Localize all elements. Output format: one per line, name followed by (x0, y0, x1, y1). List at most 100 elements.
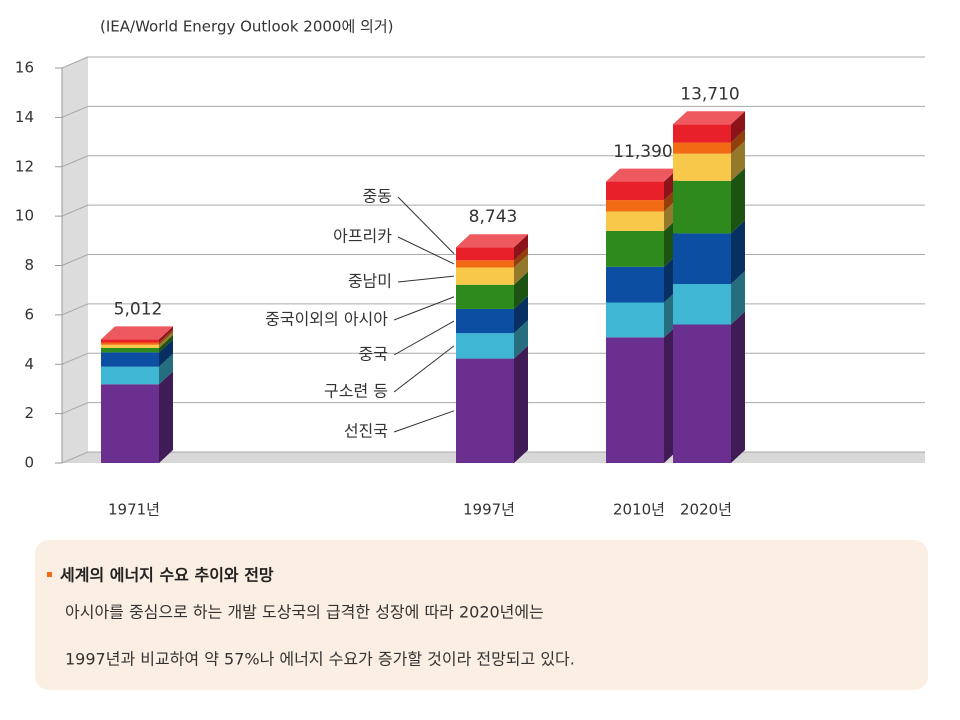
grid-line (61, 56, 89, 69)
leader-line (393, 296, 455, 321)
bar-segment-side (731, 220, 745, 285)
grid-line (61, 204, 89, 217)
y-tick-label: 12 (15, 157, 34, 175)
bar-segment-side (159, 353, 173, 385)
bar-segment (456, 260, 514, 268)
bar-segment (673, 284, 731, 325)
leader-line (397, 196, 455, 255)
caption-bullet (47, 572, 52, 577)
bar-segment-side (159, 329, 173, 345)
series-label: 중남미 (348, 272, 392, 291)
bar-segment-side (514, 295, 528, 334)
bar-top (101, 326, 173, 340)
bar-segment (606, 230, 664, 267)
y-tick-label: 10 (15, 207, 34, 225)
bar-segment (101, 366, 159, 385)
bar-segment (456, 267, 514, 285)
bar-segment (456, 358, 514, 463)
bar-segment (673, 153, 731, 181)
x-tick-label: 1997년 (463, 501, 515, 519)
bar-segment-side (514, 247, 528, 268)
bar-segment (101, 339, 159, 343)
series-label: 중동 (363, 187, 392, 206)
x-tick-label: 2020년 (680, 501, 732, 519)
grid-line (61, 254, 89, 266)
bar-segment-side (731, 167, 745, 234)
total-label: 11,390 (613, 142, 672, 162)
caption-title: 세계의 에너지 수요 추이와 전망 (60, 566, 274, 585)
y-tick-label: 14 (15, 108, 34, 126)
caption-box (35, 540, 928, 690)
series-label: 아프리카 (333, 227, 392, 246)
leader-line (393, 410, 455, 433)
bar-segment (673, 233, 731, 285)
bar-segment-side (731, 311, 745, 463)
y-tick-label: 16 (15, 59, 34, 77)
total-label: 8,743 (469, 207, 518, 227)
bar-segment-side (731, 129, 745, 154)
bar-segment-side (731, 271, 745, 325)
series-label: 구소련 등 (324, 382, 388, 401)
grid-line (61, 303, 89, 316)
bar-segment-side (514, 271, 528, 309)
bar-segment-side (159, 339, 173, 367)
bar-segment-side (159, 371, 173, 463)
total-label: 5,012 (114, 299, 163, 319)
grid-line (61, 105, 89, 118)
bar-top (606, 168, 678, 182)
y-tick-label: 8 (24, 256, 34, 274)
grid-line (61, 352, 89, 365)
bar-segment-side (159, 334, 173, 353)
source-note: (IEA/World Energy Outlook 2000에 의거) (100, 18, 393, 36)
bar-segment (606, 337, 664, 463)
leader-line (393, 320, 455, 356)
y-tick-label: 6 (24, 305, 34, 323)
bar-segment (673, 180, 731, 234)
total-label: 13,710 (680, 85, 739, 105)
bar-segment (101, 342, 159, 345)
y-tick-label: 4 (24, 355, 34, 373)
bar-segment-side (514, 254, 528, 285)
leader-line (397, 275, 455, 283)
bar-segment (673, 324, 731, 463)
bar-segment-side (514, 320, 528, 359)
bar-segment (456, 308, 514, 334)
bar-segment-side (731, 111, 745, 143)
bar-segment (101, 344, 159, 348)
leader-line (393, 345, 455, 393)
bar-segment (673, 142, 731, 154)
bar-segment (456, 284, 514, 309)
bar-top (456, 234, 528, 248)
grid-line (61, 402, 89, 415)
bar-segment-side (159, 331, 173, 348)
bar-segment (456, 333, 514, 359)
y-tick-label: 2 (24, 404, 34, 422)
bar-segment (456, 247, 514, 261)
grid-line (61, 451, 89, 464)
bar-segment (101, 347, 159, 353)
series-label: 선진국 (344, 422, 388, 441)
bar-segment (606, 302, 664, 338)
grid-line (61, 155, 89, 168)
bar-top (673, 111, 745, 125)
bar-segment (673, 124, 731, 143)
bar-segment-side (731, 140, 745, 181)
bar-segment-side (514, 345, 528, 463)
bar-segment (606, 181, 664, 201)
bar-segment-side (514, 234, 528, 261)
x-tick-label: 2010년 (613, 501, 665, 519)
caption-line: 1997년과 비교하여 약 57%나 에너지 수요가 증가할 것이라 전망되고 … (65, 650, 575, 669)
caption-line: 아시아를 중심으로 하는 개발 도상국의 급격한 성장에 따라 2020년에는 (65, 603, 544, 622)
leader-line (397, 236, 455, 265)
bar-segment (606, 211, 664, 231)
bar-segment (101, 384, 159, 463)
bar-segment-side (159, 326, 173, 343)
series-label: 중국이외의 아시아 (265, 310, 388, 329)
bar-segment (606, 200, 664, 212)
bar-segment (101, 352, 159, 367)
bar-segment (606, 266, 664, 303)
series-label: 중국 (359, 345, 388, 364)
y-tick-label: 0 (24, 454, 34, 472)
